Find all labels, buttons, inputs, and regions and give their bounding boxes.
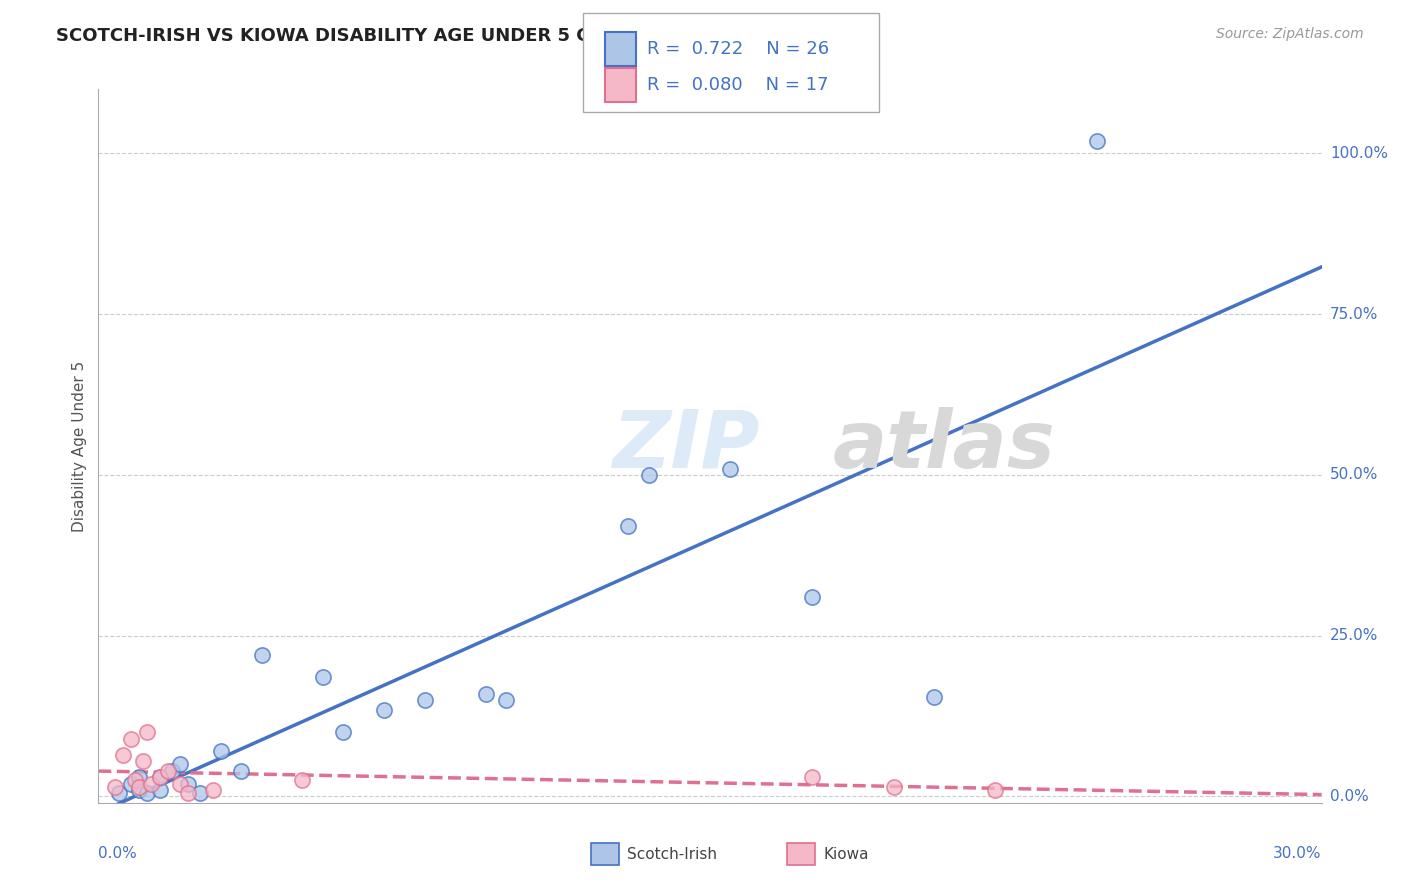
Point xyxy=(413,693,436,707)
Point xyxy=(1085,134,1108,148)
Point xyxy=(637,467,661,482)
Text: Kiowa: Kiowa xyxy=(824,847,869,862)
Point xyxy=(474,686,498,700)
Point xyxy=(312,670,335,684)
Point xyxy=(231,764,253,778)
Point xyxy=(332,725,354,739)
Point xyxy=(141,776,163,790)
Text: 30.0%: 30.0% xyxy=(1274,846,1322,861)
Text: atlas: atlas xyxy=(832,407,1054,485)
Point xyxy=(801,590,824,604)
Point xyxy=(718,461,742,475)
Point xyxy=(120,731,142,746)
Point xyxy=(149,770,172,784)
Point xyxy=(132,754,155,768)
Point xyxy=(201,783,224,797)
Point xyxy=(111,747,134,762)
Point xyxy=(188,786,212,800)
Text: 50.0%: 50.0% xyxy=(1330,467,1378,483)
Point xyxy=(922,690,945,704)
Point xyxy=(149,770,172,784)
Text: 0.0%: 0.0% xyxy=(98,846,138,861)
Text: 75.0%: 75.0% xyxy=(1330,307,1378,322)
Point xyxy=(617,519,640,533)
Text: Source: ZipAtlas.com: Source: ZipAtlas.com xyxy=(1216,27,1364,41)
Text: 0.0%: 0.0% xyxy=(1330,789,1368,804)
Point xyxy=(160,764,183,778)
Text: R =  0.722    N = 26: R = 0.722 N = 26 xyxy=(647,40,830,58)
Point xyxy=(149,783,172,797)
Text: 25.0%: 25.0% xyxy=(1330,628,1378,643)
Text: Scotch-Irish: Scotch-Irish xyxy=(627,847,717,862)
Point xyxy=(177,776,200,790)
Point xyxy=(177,786,200,800)
Point xyxy=(373,702,395,716)
Point xyxy=(108,786,131,800)
Point xyxy=(104,780,127,794)
Text: 100.0%: 100.0% xyxy=(1330,146,1388,161)
Text: ZIP: ZIP xyxy=(612,407,759,485)
Point xyxy=(120,776,142,790)
Point xyxy=(291,773,314,788)
Text: R =  0.080    N = 17: R = 0.080 N = 17 xyxy=(647,76,828,94)
Point xyxy=(169,776,191,790)
Point xyxy=(136,725,159,739)
Point xyxy=(801,770,824,784)
Point xyxy=(169,757,191,772)
Point xyxy=(124,773,146,788)
Point xyxy=(250,648,273,662)
Point xyxy=(495,693,517,707)
Text: SCOTCH-IRISH VS KIOWA DISABILITY AGE UNDER 5 CORRELATION CHART: SCOTCH-IRISH VS KIOWA DISABILITY AGE UND… xyxy=(56,27,792,45)
Point xyxy=(128,783,150,797)
Point xyxy=(136,786,159,800)
Y-axis label: Disability Age Under 5: Disability Age Under 5 xyxy=(72,360,87,532)
Point xyxy=(209,744,232,758)
Point xyxy=(883,780,905,794)
Point xyxy=(156,764,179,778)
Point xyxy=(984,783,1007,797)
Point xyxy=(128,770,150,784)
Point xyxy=(128,780,150,794)
